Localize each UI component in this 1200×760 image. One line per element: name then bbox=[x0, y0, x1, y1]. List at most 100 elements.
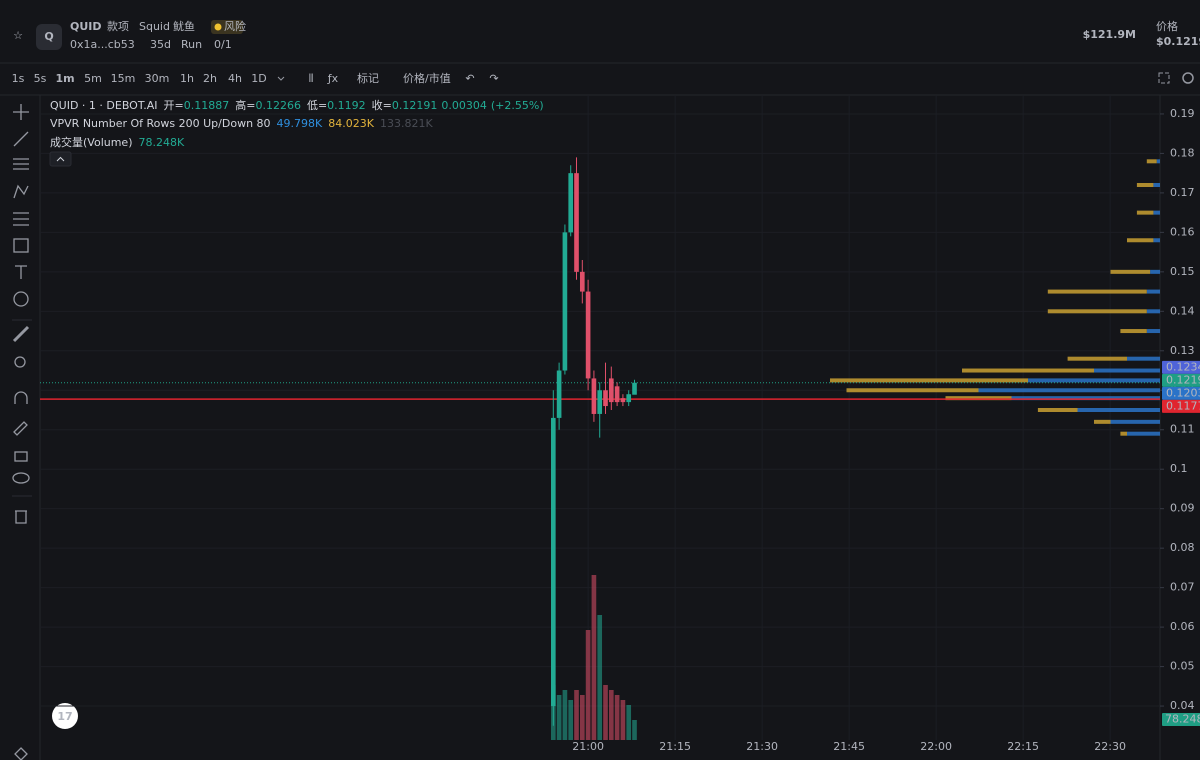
redo[interactable]: ↷ bbox=[489, 72, 498, 85]
interval[interactable]: 1D bbox=[251, 72, 266, 85]
trash-tool[interactable] bbox=[15, 510, 27, 524]
legend-line-2: VPVR Number Of Rows 200 Up/Down 80 49.798… bbox=[50, 117, 433, 130]
candle-body bbox=[556, 370, 562, 418]
indicators[interactable]: ƒx bbox=[327, 72, 339, 85]
zoom-tool[interactable] bbox=[14, 356, 26, 368]
y-tick-label: 0.07 bbox=[1170, 581, 1195, 594]
volume-bar bbox=[603, 685, 608, 740]
pattern-tool[interactable] bbox=[13, 184, 29, 199]
profile-up bbox=[1146, 309, 1160, 314]
profile-up bbox=[1094, 368, 1160, 373]
name-en: Squid bbox=[139, 20, 170, 33]
candle-body bbox=[568, 173, 574, 233]
logo: Q bbox=[44, 30, 53, 43]
volume-bar bbox=[608, 690, 614, 740]
interval[interactable]: 4h bbox=[228, 72, 242, 85]
tv-logo-mark: 17 bbox=[57, 710, 72, 723]
profile-up bbox=[1153, 210, 1160, 215]
y-tick-label: 0.06 bbox=[1170, 620, 1195, 633]
interval[interactable]: 1h bbox=[180, 72, 194, 85]
marks[interactable]: 标记 bbox=[357, 71, 379, 85]
risk: 风险 bbox=[224, 19, 246, 33]
candle-body bbox=[579, 271, 585, 292]
volume-value: 78.248K bbox=[139, 136, 185, 149]
y-tick-label: 0.05 bbox=[1170, 660, 1195, 673]
ruler-tool[interactable] bbox=[12, 325, 30, 343]
magnet-tool[interactable] bbox=[14, 391, 28, 404]
profile-down bbox=[1136, 183, 1154, 187]
lock-draw-tool[interactable] bbox=[13, 421, 28, 436]
y-tick-label: 0.11 bbox=[1170, 423, 1195, 436]
lock-tool[interactable] bbox=[14, 451, 28, 462]
profile-down bbox=[1136, 210, 1154, 215]
price-label: 价格 bbox=[1156, 19, 1178, 33]
fullscreen[interactable] bbox=[1158, 72, 1170, 84]
profile-down bbox=[846, 388, 979, 393]
field-value: 0.11887 bbox=[184, 99, 230, 112]
profile-down bbox=[1110, 269, 1151, 274]
change: 0.00304 bbox=[441, 99, 487, 112]
interval[interactable]: 15m bbox=[111, 72, 136, 85]
field-label: 低= bbox=[307, 99, 327, 112]
candle-body bbox=[585, 291, 591, 379]
interval-menu[interactable] bbox=[277, 76, 285, 81]
candle-body bbox=[591, 378, 597, 414]
bars-icon[interactable]: ⫴ bbox=[309, 72, 314, 85]
volume-bar bbox=[574, 690, 579, 740]
legend-line-1: QUID · 1 · DEBOT.AI 开=0.11887 高=0.12266 低=0… bbox=[50, 98, 544, 112]
settings[interactable] bbox=[1182, 72, 1194, 84]
profile-up bbox=[1153, 183, 1160, 187]
projection-tool[interactable] bbox=[13, 212, 29, 226]
interval[interactable]: 5m bbox=[84, 72, 102, 85]
price-marker: 0.11777 bbox=[1166, 399, 1200, 412]
symbol: QUID bbox=[70, 20, 102, 33]
field-label: 开= bbox=[164, 99, 184, 112]
collapse-button[interactable] bbox=[49, 151, 72, 167]
risk-badge bbox=[211, 20, 243, 34]
x-tick-label: 22:00 bbox=[920, 740, 952, 753]
y-tick-label: 0.18 bbox=[1170, 146, 1195, 159]
emoji-tool[interactable] bbox=[13, 291, 29, 307]
interval[interactable]: 2h bbox=[203, 72, 217, 85]
holders: 0/1 bbox=[214, 38, 232, 51]
interval[interactable]: 1s bbox=[12, 72, 25, 85]
logo-box bbox=[36, 24, 62, 50]
field-value: 0.12266 bbox=[255, 99, 301, 112]
profile-up bbox=[1127, 431, 1160, 436]
profile-down bbox=[945, 396, 1012, 401]
shape-tool[interactable] bbox=[13, 238, 29, 253]
volume-bar bbox=[626, 705, 632, 740]
profile-down bbox=[1047, 309, 1147, 314]
legend-title: QUID · 1 · DEBOT.AI bbox=[50, 99, 158, 112]
interval[interactable]: 1m bbox=[55, 72, 74, 85]
profile-up bbox=[1127, 356, 1160, 361]
y-tick-label: 0.08 bbox=[1170, 541, 1195, 554]
interval[interactable]: 5s bbox=[34, 72, 47, 85]
volume-bar bbox=[597, 615, 603, 740]
crosshair-tool[interactable] bbox=[13, 104, 29, 120]
fib-tool[interactable] bbox=[13, 158, 29, 170]
profile-down bbox=[1094, 419, 1111, 424]
undo[interactable]: ↶ bbox=[465, 72, 474, 85]
address[interactable]: 0x1a...cb53 bbox=[70, 38, 135, 51]
tv-logo[interactable] bbox=[52, 703, 78, 729]
field-label: 收= bbox=[372, 98, 392, 112]
profile-up bbox=[1156, 159, 1160, 164]
plot bbox=[40, 95, 1164, 740]
text-tool[interactable] bbox=[15, 265, 27, 279]
name-cn: 款项 bbox=[107, 19, 129, 33]
star-icon[interactable]: ☆ bbox=[13, 29, 23, 42]
y-tick-label: 0.14 bbox=[1170, 304, 1195, 317]
volume-bar bbox=[614, 695, 620, 740]
field-value: 0.1192 bbox=[327, 99, 366, 112]
eye-tool[interactable] bbox=[12, 472, 30, 484]
vpvr-up: 49.798K bbox=[277, 117, 323, 130]
line-tool[interactable] bbox=[13, 131, 29, 147]
profile-up bbox=[1146, 289, 1160, 294]
profile-up bbox=[1028, 378, 1160, 383]
candle-body bbox=[603, 390, 608, 407]
price-mcap[interactable]: 价格/市值 bbox=[403, 71, 451, 85]
candle-body bbox=[608, 378, 614, 403]
object-tree[interactable] bbox=[14, 747, 28, 760]
interval[interactable]: 30m bbox=[145, 72, 170, 85]
